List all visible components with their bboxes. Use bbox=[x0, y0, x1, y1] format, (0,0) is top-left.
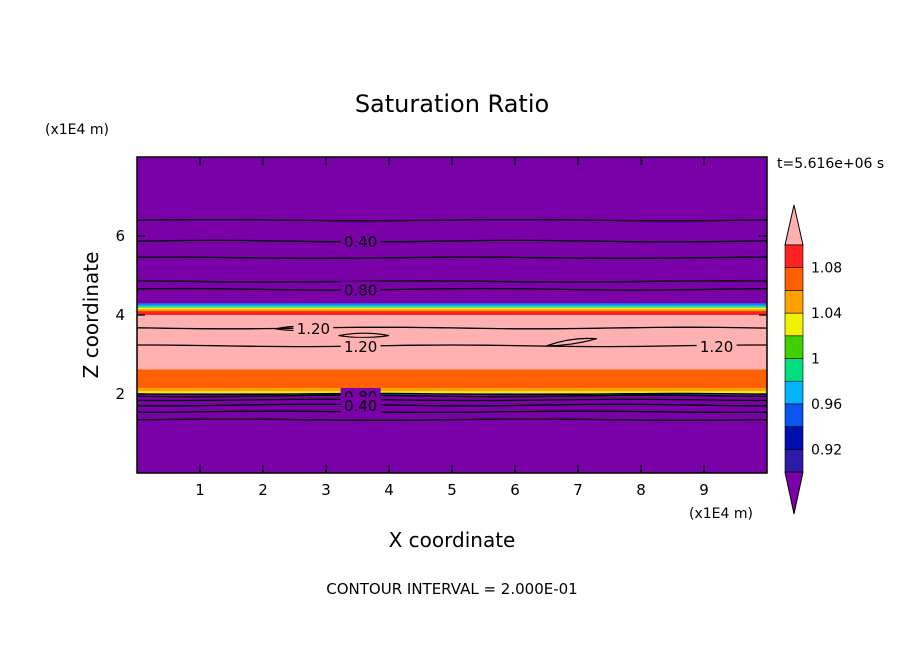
y-tick-label-6: 6 bbox=[115, 227, 125, 245]
band-3 bbox=[137, 388, 767, 392]
band-11 bbox=[137, 303, 767, 305]
contour-island-3 bbox=[546, 337, 598, 347]
band-2 bbox=[137, 391, 767, 394]
contour-line-1 bbox=[136, 287, 768, 291]
colorbar-box-2 bbox=[784, 403, 804, 427]
y-tick-label-2: 2 bbox=[115, 385, 125, 403]
colorbar-box-8 bbox=[784, 267, 804, 291]
band-12 bbox=[137, 157, 767, 304]
contour-line-extra-4 bbox=[136, 398, 768, 402]
x-tick-label-8: 8 bbox=[636, 481, 646, 499]
colorbar-box-9 bbox=[784, 244, 804, 269]
band-6 bbox=[137, 311, 767, 315]
chart-title: Saturation Ratio bbox=[355, 90, 549, 118]
contour-line-extra-2 bbox=[136, 280, 768, 283]
contour-line-extra-6 bbox=[136, 418, 768, 421]
contour-lines: 0.400.801.20 1.201.200.800.40 bbox=[136, 218, 768, 421]
contour-interval-note: CONTOUR INTERVAL = 2.000E-01 bbox=[326, 580, 577, 598]
contour-label-bg-0 bbox=[340, 233, 381, 250]
y-axis-ticks: 2 4 6 bbox=[115, 227, 767, 403]
contour-label-bg-2 bbox=[340, 337, 381, 354]
band-9 bbox=[137, 306, 767, 308]
x-tick-label-9: 9 bbox=[699, 481, 709, 499]
contour-line-6 bbox=[136, 403, 767, 407]
contour-label-bg-4 bbox=[293, 320, 334, 337]
contour-line-2 bbox=[137, 344, 767, 348]
contour-label-bg-3 bbox=[696, 337, 737, 354]
x-axis-ticks: 1 2 3 4 5 6 7 8 9 bbox=[195, 157, 709, 499]
x-tick-label-3: 3 bbox=[321, 481, 331, 499]
contour-island-2 bbox=[338, 332, 390, 339]
band-7 bbox=[137, 309, 767, 312]
x-tick-label-4: 4 bbox=[384, 481, 394, 499]
colorbar: 0.92 0.96 1 1.04 1.08 bbox=[784, 204, 842, 515]
band-0 bbox=[137, 394, 767, 473]
colorbar-box-4 bbox=[784, 358, 804, 382]
y-tick-label-4: 4 bbox=[115, 306, 125, 324]
x-tick-label-7: 7 bbox=[573, 481, 583, 499]
x-tick-label-2: 2 bbox=[258, 481, 268, 499]
colorbar-box-7 bbox=[784, 290, 804, 314]
band-4 bbox=[137, 369, 767, 389]
colorbar-box-6 bbox=[784, 312, 804, 337]
contour-label-0: 0.40 bbox=[344, 233, 377, 251]
x-unit-label: (x1E4 m) bbox=[689, 506, 753, 522]
colorbar-box-3 bbox=[784, 380, 804, 405]
colorbar-box-0 bbox=[784, 448, 804, 473]
band-10 bbox=[137, 304, 767, 307]
colorbar-extend-top bbox=[784, 204, 804, 246]
colorbar-label-4: 1.08 bbox=[811, 261, 842, 277]
contour-label-1: 0.80 bbox=[344, 281, 377, 299]
colorbar-label-2: 1 bbox=[811, 352, 820, 368]
x-tick-label-6: 6 bbox=[510, 481, 520, 499]
band-5 bbox=[137, 315, 767, 370]
contour-line-extra-5 bbox=[137, 410, 768, 414]
colorbar-label-0: 0.92 bbox=[811, 442, 842, 458]
contour-label-3: 1.20 bbox=[700, 338, 733, 356]
contour-line-4 bbox=[136, 326, 768, 330]
y-axis-label: Z coordinate bbox=[79, 252, 103, 379]
contour-line-extra-3 bbox=[136, 392, 768, 396]
y-unit-label: (x1E4 m) bbox=[45, 122, 109, 138]
contour-line-0 bbox=[136, 239, 768, 243]
contour-label-2: 1.20 bbox=[344, 338, 377, 356]
contour-line-extra-1 bbox=[137, 256, 768, 259]
colorbar-extend-bottom bbox=[784, 471, 804, 515]
contour-line-extra-0 bbox=[136, 218, 768, 222]
band-8 bbox=[137, 307, 767, 310]
contour-label-bg-1 bbox=[340, 281, 381, 298]
plot-area bbox=[137, 157, 767, 473]
x-tick-label-1: 1 bbox=[195, 481, 205, 499]
contour-label-6: 0.40 bbox=[344, 397, 377, 415]
contour-label-4: 1.20 bbox=[297, 320, 330, 338]
time-label: t=5.616e+06 s bbox=[777, 156, 884, 172]
x-axis-label: X coordinate bbox=[389, 528, 516, 552]
colorbar-box-5 bbox=[784, 335, 804, 359]
colorbar-box-1 bbox=[784, 426, 804, 450]
contour-label-bg-6 bbox=[340, 397, 381, 414]
contour-line-5 bbox=[136, 394, 768, 398]
x-tick-label-5: 5 bbox=[447, 481, 457, 499]
colorbar-label-1: 0.96 bbox=[811, 397, 842, 413]
colorbar-label-3: 1.04 bbox=[811, 306, 842, 322]
